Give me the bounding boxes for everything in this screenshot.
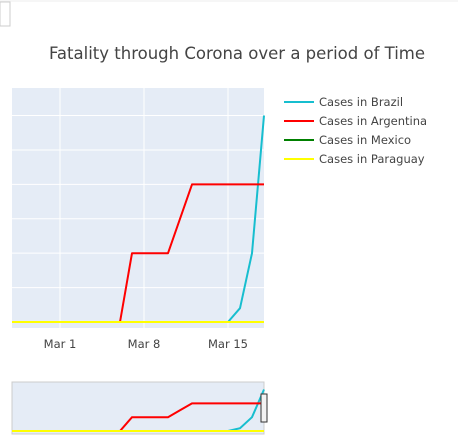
legend-label: Cases in Argentina [319, 114, 427, 128]
legend-item[interactable]: Cases in Brazil [284, 95, 403, 109]
legend[interactable]: Cases in Brazil Cases in Argentina Cases i… [284, 95, 427, 166]
series-lines [12, 115, 265, 323]
legend-item[interactable]: Cases in Mexico [284, 133, 411, 147]
legend-label: Cases in Brazil [319, 95, 403, 109]
range-slider-lines [12, 389, 265, 432]
legend-item[interactable]: Cases in Argentina [284, 114, 427, 128]
x-tick-label: Mar 1 [44, 337, 77, 351]
x-tick-label: Mar 15 [208, 337, 248, 351]
modebar-strip [0, 0, 458, 10]
chart-title: Fatality through Corona over a period of… [49, 44, 425, 63]
legend-label: Cases in Paraguay [319, 152, 425, 166]
legend-label: Cases in Mexico [319, 133, 411, 147]
legend-item[interactable]: Cases in Paraguay [284, 152, 425, 166]
plot-area[interactable] [12, 88, 264, 328]
range-slider-handle[interactable] [260, 393, 268, 423]
x-tick-label: Mar 8 [128, 337, 161, 351]
modebar-button-icon[interactable] [0, 1, 11, 27]
x-axis-ticks: Mar 1 Mar 8 Mar 15 [44, 337, 248, 351]
range-slider[interactable] [11, 381, 265, 435]
